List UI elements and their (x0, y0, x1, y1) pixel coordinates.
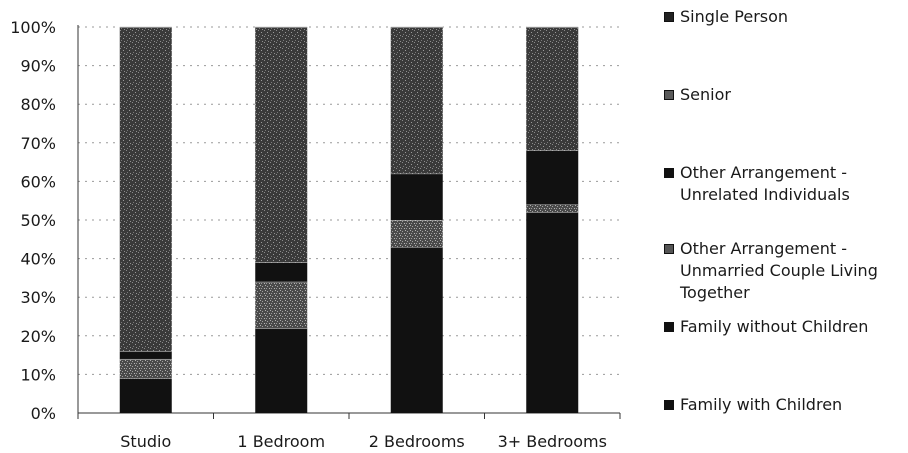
y-tick-label: 100% (10, 18, 56, 37)
legend-label: Family with Children (680, 394, 904, 416)
bar-segment-family-with-children (119, 378, 172, 413)
legend-label: Other Arrangement - Unrelated Individuals (680, 162, 904, 206)
legend-label-line: Other Arrangement - (680, 239, 847, 258)
x-tick-label: 1 Bedroom (237, 432, 325, 451)
x-tick-label: 2 Bedrooms (369, 432, 465, 451)
legend-label: Single Person (680, 6, 904, 28)
legend-label-line: Other Arrangement - (680, 163, 847, 182)
bar-segment-other-arrangement-unrelated-individuals (119, 351, 172, 359)
legend-swatch (664, 90, 674, 100)
legend-label: Senior (680, 84, 904, 106)
legend-label-line: Unrelated Individuals (680, 185, 850, 204)
y-tick-label: 80% (20, 95, 56, 114)
x-tick-label: Studio (120, 432, 171, 451)
legend: Single Person Senior Other Arrangement - Un… (664, 0, 908, 453)
bar-segment-other-arrangement-unrelated-individuals (526, 150, 579, 205)
legend-label: Family without Children (680, 316, 904, 338)
bar-segment-other-arrangement-unrelated-individuals (390, 173, 443, 220)
legend-item: Family without Children (664, 316, 904, 338)
legend-item: Single Person (664, 6, 904, 28)
bar-segment-family-with-children (390, 247, 443, 413)
legend-label: Other Arrangement - Unmarried Couple Livi… (680, 238, 904, 304)
legend-item: Family with Children (664, 394, 904, 416)
bar-segment-single-person (255, 27, 308, 263)
y-axis-tick-labels: 0% 10% 20% 30% 40% 50% 60% 70% 80% 90% 100% (10, 18, 56, 423)
legend-swatch (664, 12, 674, 22)
y-tick-label: 90% (20, 57, 56, 76)
legend-item: Senior (664, 84, 904, 106)
y-tick-label: 10% (20, 365, 56, 384)
bar-segment-single-person (390, 27, 443, 174)
legend-label-line: Senior (680, 85, 731, 104)
x-tick-label: 3+ Bedrooms (498, 432, 607, 451)
y-tick-label: 70% (20, 134, 56, 153)
bar-segment-single-person (526, 27, 579, 151)
bar-segment-single-person (119, 27, 172, 352)
bar-segment-family-with-children (526, 212, 579, 413)
x-axis-tick-labels: Studio 1 Bedroom 2 Bedrooms 3+ Bedrooms (120, 432, 607, 451)
bar-segment-other-arrangement-unmarried-couple-living-together (255, 281, 308, 329)
legend-item: Other Arrangement - Unmarried Couple Livi… (664, 238, 904, 304)
y-tick-label: 50% (20, 211, 56, 230)
bar-segment-other-arrangement-unmarried-couple-living-together (119, 358, 172, 379)
legend-swatch (664, 322, 674, 332)
legend-swatch (664, 400, 674, 410)
legend-label-line: Family without Children (680, 317, 869, 336)
legend-item: Other Arrangement - Unrelated Individuals (664, 162, 904, 206)
bar-segment-other-arrangement-unmarried-couple-living-together (526, 204, 579, 213)
y-tick-label: 0% (31, 404, 56, 423)
y-tick-label: 30% (20, 288, 56, 307)
bars (119, 26, 579, 413)
bar-segment-other-arrangement-unmarried-couple-living-together (390, 220, 443, 248)
legend-label-line: Family with Children (680, 395, 843, 414)
bar-segment-other-arrangement-unrelated-individuals (255, 262, 308, 282)
y-tick-label: 20% (20, 327, 56, 346)
legend-swatch (664, 168, 674, 178)
legend-label-line: Single Person (680, 7, 789, 26)
bar-segment-family-with-children (255, 328, 308, 413)
y-tick-label: 60% (20, 172, 56, 191)
legend-label-line: Unmarried Couple Living (680, 261, 878, 280)
legend-swatch (664, 244, 674, 254)
y-tick-label: 40% (20, 250, 56, 269)
legend-label-line: Together (680, 283, 750, 302)
